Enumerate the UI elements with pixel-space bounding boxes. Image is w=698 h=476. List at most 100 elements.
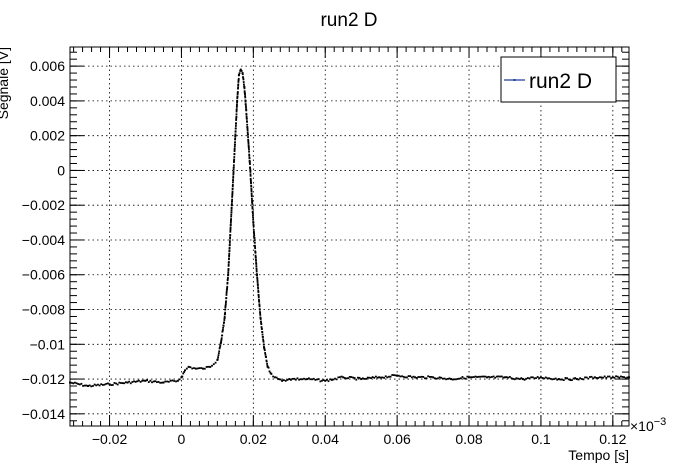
y-tick-label: 0.006	[30, 58, 65, 74]
data-point	[441, 377, 444, 380]
data-point	[572, 377, 575, 380]
data-point	[166, 380, 168, 383]
data-point	[253, 232, 255, 235]
data-point	[235, 108, 238, 111]
data-point	[234, 125, 237, 127]
data-point	[128, 380, 131, 383]
data-point	[342, 376, 345, 379]
data-point	[376, 376, 379, 379]
data-point	[307, 377, 310, 380]
data-point	[515, 377, 518, 380]
data-point	[246, 123, 249, 126]
data-point	[250, 182, 252, 185]
data-point	[620, 375, 622, 378]
data-point	[551, 378, 554, 381]
data-point	[236, 97, 239, 100]
data-point	[435, 377, 438, 380]
data-point	[258, 303, 261, 306]
x-tick-label: 0.02	[240, 431, 267, 447]
data-point	[228, 244, 231, 246]
data-point	[249, 177, 252, 180]
data-point	[236, 101, 238, 104]
data-point	[546, 377, 549, 380]
data-point	[246, 129, 249, 132]
data-point	[233, 150, 236, 153]
data-point	[247, 138, 250, 141]
data-point	[231, 196, 234, 198]
data-point	[245, 113, 248, 116]
data-point	[466, 375, 469, 378]
data-point	[255, 258, 257, 261]
data-point	[259, 318, 262, 320]
y-axis-label: Segnale [V]	[0, 47, 11, 119]
data-point	[577, 378, 580, 381]
data-point	[237, 77, 240, 80]
data-point	[227, 261, 230, 263]
data-point	[224, 303, 227, 306]
data-point	[252, 230, 255, 233]
data-point	[232, 166, 235, 169]
data-point	[234, 141, 236, 144]
data-point	[394, 374, 397, 377]
data-point	[225, 294, 228, 296]
data-point	[256, 279, 259, 282]
data-point	[237, 86, 239, 89]
data-point	[298, 378, 300, 381]
data-point	[233, 147, 236, 150]
data-point	[86, 385, 89, 388]
data-point	[224, 311, 227, 314]
data-point	[347, 377, 350, 380]
data-point	[245, 112, 248, 115]
data-point	[265, 359, 268, 362]
data-point	[243, 90, 246, 93]
data-point	[430, 376, 433, 378]
data-point	[428, 376, 431, 378]
data-point	[327, 380, 330, 383]
data-point	[146, 379, 149, 381]
data-point	[250, 189, 253, 192]
data-point	[246, 127, 249, 130]
data-point	[222, 324, 225, 327]
data-point	[223, 321, 225, 324]
data-point	[217, 352, 220, 355]
data-point	[456, 378, 459, 380]
data-point	[282, 379, 285, 382]
data-point	[258, 305, 261, 308]
data-point	[151, 381, 153, 384]
data-point	[227, 270, 230, 272]
data-point	[296, 377, 299, 380]
data-point	[245, 117, 248, 120]
data-point	[105, 382, 108, 385]
data-point	[286, 379, 289, 381]
data-point	[232, 168, 235, 171]
data-point	[247, 133, 249, 136]
data-point	[237, 84, 240, 87]
x-exponent-base: ×10	[630, 418, 654, 434]
data-point	[236, 99, 239, 102]
data-point	[222, 326, 225, 329]
data-point	[246, 126, 249, 129]
data-point	[251, 212, 254, 215]
data-point	[261, 328, 263, 330]
data-point	[414, 376, 417, 379]
data-point	[335, 378, 338, 381]
data-points	[69, 68, 630, 388]
data-point	[244, 96, 247, 99]
data-point	[224, 313, 226, 315]
data-point	[255, 263, 258, 265]
data-point	[236, 103, 238, 106]
data-point	[256, 276, 259, 279]
data-point	[226, 288, 228, 291]
x-tick-label: 0.12	[599, 431, 626, 447]
data-point	[248, 153, 251, 156]
data-point	[477, 375, 480, 378]
data-point	[288, 378, 291, 381]
data-point	[255, 273, 258, 275]
data-point	[226, 281, 229, 284]
data-point	[243, 85, 246, 88]
data-point	[82, 384, 84, 387]
legend-label: run2 D	[529, 70, 592, 93]
data-point	[257, 287, 260, 290]
data-point	[250, 188, 253, 190]
data-point	[299, 378, 302, 381]
